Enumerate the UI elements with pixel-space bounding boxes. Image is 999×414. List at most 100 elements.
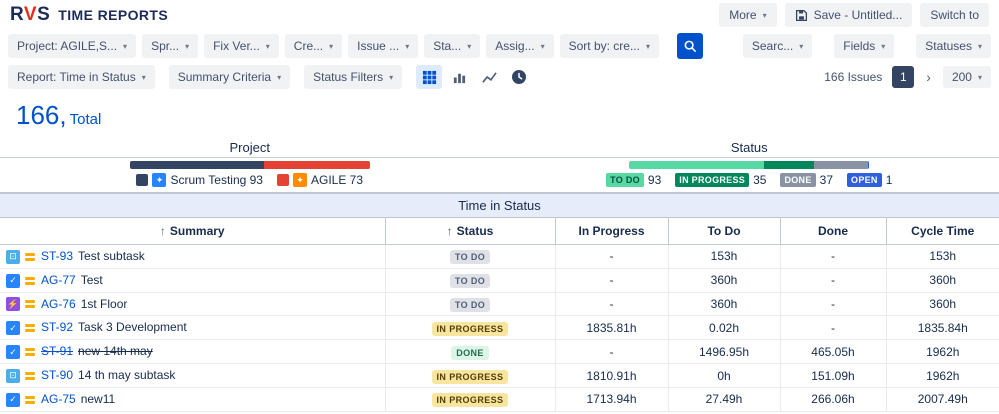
chevron-down-icon: ▾ (185, 41, 190, 51)
filter-dropdown-fields[interactable]: Fields ▾ (834, 34, 895, 58)
bar-segment-open (867, 161, 870, 169)
table-row: ⊡ ST-93 Test subtask TO DO -153h -153h (0, 244, 999, 269)
top-bar: RVS TIME REPORTS More ▾ Save - Untitled.… (0, 0, 999, 30)
issue-key-link[interactable]: ST-91 (41, 344, 74, 359)
bar-chart-icon (452, 70, 467, 85)
column-header-in-progress[interactable]: In Progress (555, 217, 669, 245)
filter-dropdown-issue[interactable]: Issue ... ▾ (348, 34, 419, 58)
switch-to-button[interactable]: Switch to (920, 3, 989, 27)
search-button[interactable] (676, 33, 703, 59)
search-icon (683, 39, 697, 53)
view-table-button[interactable] (416, 65, 443, 89)
save-icon (795, 9, 808, 22)
bar-segment-scrum-testing-93 (129, 161, 265, 169)
issue-key-link[interactable]: AG-76 (41, 296, 76, 311)
issue-summary: Test subtask (78, 249, 145, 263)
status-badge: IN PROGRESS (431, 321, 509, 336)
cell-cycle-time: 360h (886, 292, 999, 317)
summary-cell: ⊡ ST-90 14 th may subtask (0, 363, 386, 388)
task-icon: ✓ (6, 345, 20, 360)
column-header-to-do[interactable]: To Do (668, 217, 781, 245)
column-header-summary[interactable]: ↑ Summary (0, 217, 386, 245)
cell-to-do: 360h (668, 292, 781, 317)
filter-label: Fields (843, 39, 876, 53)
filter-label: Statuses (925, 39, 972, 53)
current-page-button[interactable]: 1 (892, 66, 915, 88)
view-bar-chart-button[interactable] (446, 65, 472, 89)
cell-cycle-time: 153h (886, 244, 999, 269)
task-icon: ✓ (6, 392, 20, 407)
legend-item: ✦ AGILE 73 (276, 173, 363, 187)
cell-in-progress: - (555, 268, 669, 293)
more-button[interactable]: More ▾ (719, 3, 777, 27)
status-cell: IN PROGRESS (385, 387, 556, 412)
issue-key-link[interactable]: AG-77 (41, 272, 76, 287)
issue-key-link[interactable]: ST-92 (41, 320, 74, 335)
chevron-down-icon: ▾ (329, 41, 334, 51)
filter-label: Fix Ver... (213, 39, 260, 53)
filter-dropdown-statuses[interactable]: Statuses ▾ (916, 34, 991, 58)
filter-dropdown-sort-by-cre[interactable]: Sort by: cre... ▾ (559, 34, 659, 58)
issue-key-link[interactable]: ST-90 (41, 368, 74, 383)
issue-key-link[interactable]: ST-93 (41, 249, 74, 263)
chevron-down-icon: ▾ (881, 41, 886, 51)
issue-summary: Task 3 Development (78, 320, 187, 335)
legend-item: ✦ Scrum Testing 93 (136, 173, 263, 187)
cell-cycle-time: 1962h (886, 339, 999, 365)
column-header-cycle-time[interactable]: Cycle Time (886, 217, 999, 245)
chevron-down-icon: ▾ (265, 41, 270, 51)
project-legend: ✦ Scrum Testing 93 ✦ AGILE 73 (0, 173, 500, 187)
cell-in-progress: - (555, 339, 669, 365)
filter-dropdown-searc[interactable]: Searc... ▾ (742, 34, 813, 58)
priority-medium-icon (24, 275, 36, 287)
table-body: ⊡ ST-93 Test subtask TO DO -153h -153h ✓ AG-77 T… (0, 244, 999, 412)
issue-key-link[interactable]: AG-75 (41, 391, 76, 406)
filter-dropdown-summary-criteria[interactable]: Summary Criteria ▾ (168, 65, 291, 89)
legend-titles: Project Status (0, 138, 999, 158)
status-cell: IN PROGRESS (385, 315, 556, 341)
cell-in-progress: - (555, 244, 669, 269)
table-row: ⚡ AG-76 1st Floor TO DO -360h -360h (0, 292, 999, 317)
view-line-chart-button[interactable] (476, 65, 502, 89)
column-label: In Progress (578, 224, 645, 238)
filter-dropdown-sta[interactable]: Sta... ▾ (424, 34, 481, 58)
chevron-down-icon: ▾ (405, 41, 410, 51)
priority-medium-icon (24, 298, 36, 310)
table-grid-icon (422, 70, 437, 85)
filter-dropdown-assig[interactable]: Assig... ▾ (486, 34, 554, 58)
filter-dropdown-report-time-in-status[interactable]: Report: Time in Status ▾ (8, 65, 155, 89)
column-header-done[interactable]: Done (780, 217, 887, 245)
column-header-status[interactable]: ↑ Status (385, 217, 556, 245)
filter-dropdown-fix-ver[interactable]: Fix Ver... ▾ (204, 34, 279, 58)
sort-arrow-icon: ↑ (159, 224, 166, 238)
save-button[interactable]: Save - Untitled... (784, 3, 913, 27)
cell-cycle-time: 1835.84h (886, 315, 999, 341)
filter-dropdown-spr[interactable]: Spr... ▾ (142, 34, 199, 58)
table-row: ⊡ ST-90 14 th may subtask IN PROGRESS 1810.9… (0, 363, 999, 388)
filter-label: Project: AGILE,S... (17, 39, 118, 53)
filter-dropdown-project-agile-s[interactable]: Project: AGILE,S... ▾ (8, 34, 137, 58)
chevron-down-icon: ▾ (467, 41, 472, 51)
cell-done: 266.06h (780, 387, 887, 412)
status-badge: TO DO (449, 298, 491, 313)
legend-item: OPEN 1 (847, 173, 892, 187)
legend-items: ✦ Scrum Testing 93 ✦ AGILE 73 TO DO 93 IN PRO… (0, 173, 999, 192)
cell-to-do: 360h (668, 268, 781, 293)
priority-medium-icon (24, 394, 36, 406)
issue-summary: 14 th may subtask (78, 368, 176, 383)
status-lozenge: OPEN (847, 173, 882, 187)
logo-v-accent: V (23, 4, 38, 25)
page-size-button[interactable]: 200 ▾ (942, 66, 991, 88)
summary-cell: ✓ ST-92 Task 3 Development (0, 315, 386, 341)
issue-summary: new11 (80, 391, 116, 406)
filter-label: Sta... (433, 39, 462, 53)
chevron-down-icon: ▾ (141, 72, 146, 82)
next-page-button[interactable]: › (926, 69, 931, 85)
filter-dropdown-cre[interactable]: Cre... ▾ (284, 34, 343, 58)
chevron-down-icon: ▾ (799, 41, 804, 51)
view-time-button[interactable] (506, 65, 532, 89)
task-icon: ✓ (6, 321, 20, 336)
cell-cycle-time: 360h (886, 268, 999, 293)
filter-dropdown-status-filters[interactable]: Status Filters ▾ (304, 65, 403, 89)
project-legend-title: Project (229, 140, 270, 155)
